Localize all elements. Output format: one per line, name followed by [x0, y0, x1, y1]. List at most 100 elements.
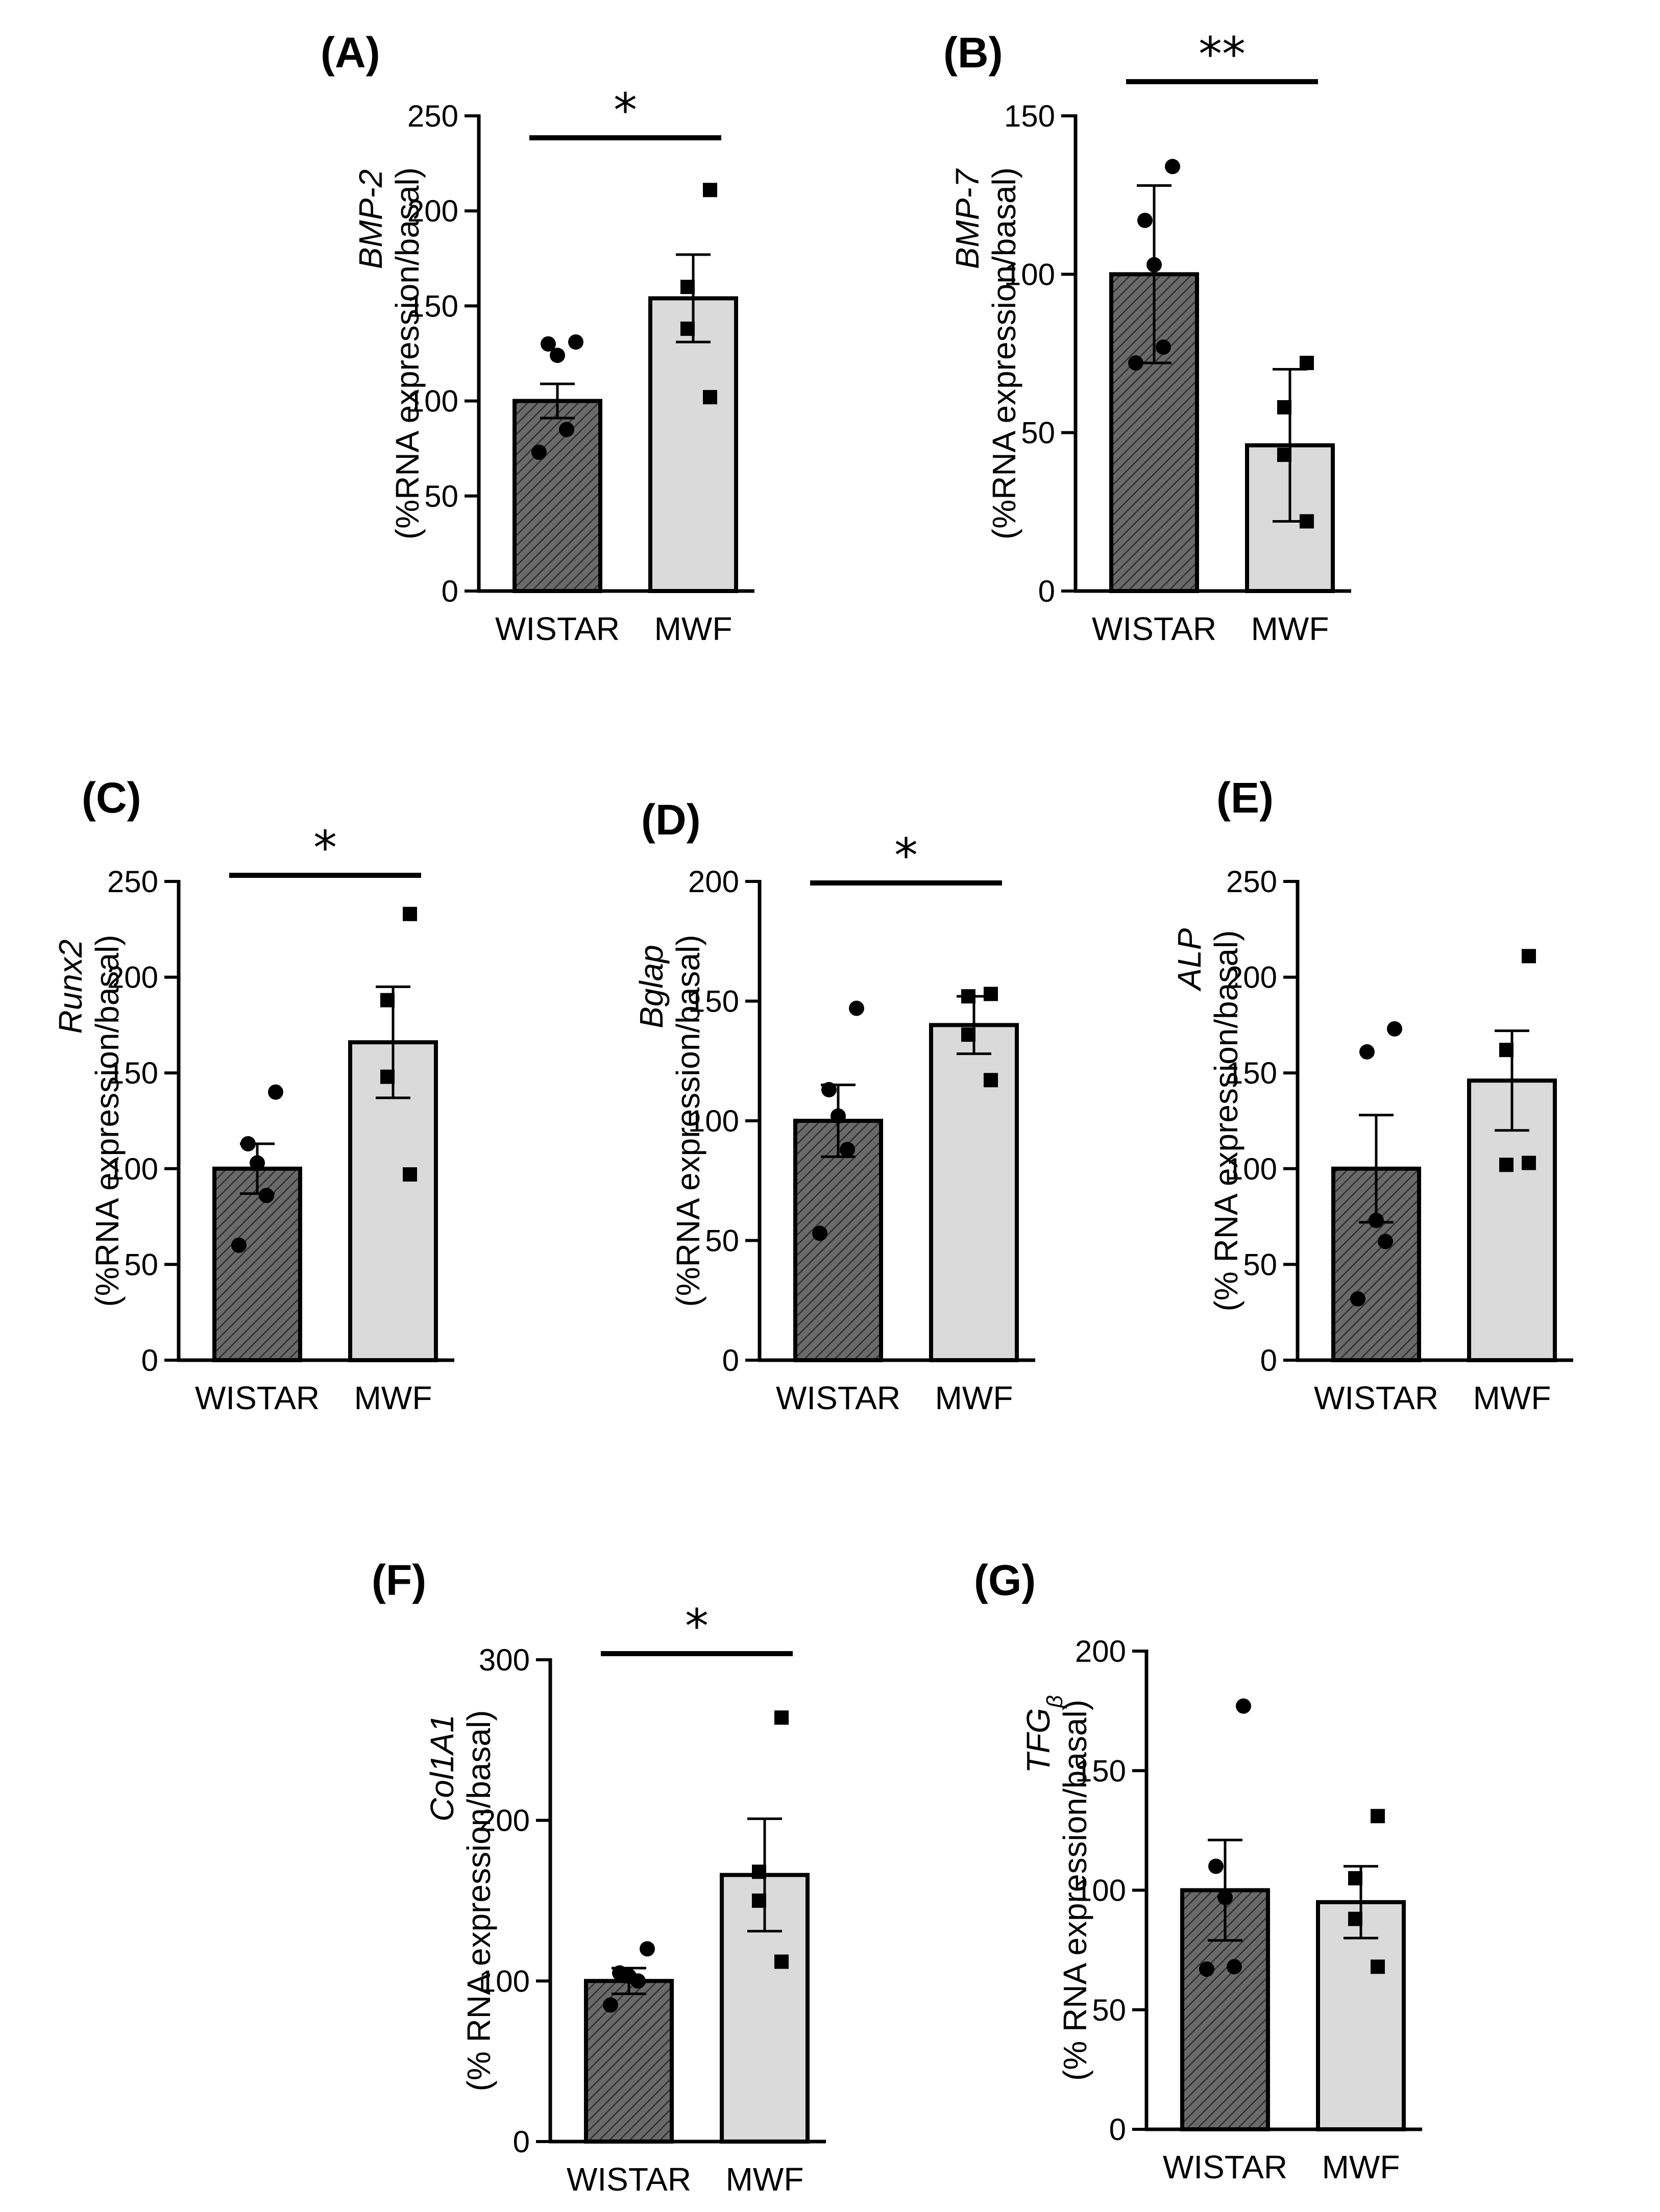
y-tick-label: 50 [1243, 1247, 1277, 1282]
y-axis-gene-label: Bglap [633, 945, 670, 1028]
category-label-wistar: WISTAR [495, 610, 620, 647]
gene-name: BMP-7 [949, 168, 986, 269]
panel-d: (D) 0 50 100 150 200 Bglap (%RNA expression/bas… [633, 796, 1035, 1416]
panel-label: (F) [372, 1556, 426, 1604]
y-axis-unit-label: (%RNA expression/basal) [89, 935, 126, 1307]
data-point-mwf [1499, 1043, 1513, 1058]
gene-name: TFG [1020, 1708, 1057, 1773]
significance-marker: ** [1199, 27, 1246, 82]
category-label-mwf: MWF [726, 2161, 804, 2198]
data-point-mwf [703, 390, 717, 405]
panel-label: (G) [974, 1556, 1036, 1604]
data-point-mwf [774, 1954, 789, 1969]
y-axis-unit-label: (%RNA expression/basal) [670, 935, 706, 1307]
category-label-mwf: MWF [1322, 2149, 1400, 2185]
panel-label: (D) [641, 796, 701, 844]
data-point-wistar [1217, 1889, 1233, 1905]
y-tick-label: 100 [107, 1152, 158, 1186]
y-tick-label: 50 [424, 479, 458, 513]
data-point-mwf [703, 183, 717, 198]
y-tick-label: 100 [688, 1104, 739, 1138]
bar-wistar [584, 1979, 674, 2144]
y-axis-gene-label: BMP-2 [352, 169, 389, 269]
data-point-wistar [1199, 1961, 1214, 1977]
data-point-wistar [630, 1973, 646, 1989]
category-label-wistar: WISTAR [1163, 2149, 1287, 2185]
y-tick-label: 0 [722, 1343, 739, 1378]
y-axis-unit-label: (% RNA expression/basal) [1208, 930, 1244, 1312]
data-point-wistar [840, 1142, 855, 1158]
y-tick-label: 100 [1004, 257, 1055, 291]
y-tick-label: 50 [124, 1247, 158, 1282]
data-point-wistar [1350, 1291, 1365, 1307]
panel-label: (E) [1216, 774, 1274, 822]
gene-name: BMP-2 [352, 169, 389, 269]
data-point-wistar [568, 334, 583, 350]
category-label-mwf: MWF [354, 1380, 432, 1416]
category-label-wistar: WISTAR [567, 2161, 691, 2198]
data-point-wistar [1208, 1858, 1224, 1874]
gene-name: ALP [1171, 928, 1208, 992]
data-point-wistar [1236, 1698, 1251, 1714]
data-point-wistar [1227, 1959, 1242, 1975]
data-point-wistar [541, 336, 556, 352]
data-point-wistar [1369, 1213, 1384, 1228]
data-point-mwf [1277, 448, 1291, 462]
data-point-wistar [1146, 257, 1162, 273]
data-point-mwf [984, 1073, 998, 1088]
data-point-mwf [1522, 949, 1536, 964]
y-tick-label: 100 [479, 1964, 530, 1998]
data-point-mwf [961, 989, 975, 1004]
panel-label: (C) [82, 774, 141, 822]
y-axis-gene-label: ALP [1171, 928, 1208, 992]
panel-label: (B) [943, 29, 1003, 77]
data-point-mwf [403, 1167, 417, 1182]
data-point-mwf [403, 906, 417, 921]
y-tick-label: 150 [1226, 1056, 1277, 1090]
bar-wistar [793, 1119, 883, 1362]
data-point-wistar [231, 1237, 247, 1253]
data-point-mwf [380, 993, 395, 1007]
bar-mwf [348, 1040, 438, 1362]
category-label-mwf: MWF [654, 610, 733, 647]
significance-marker: * [313, 821, 337, 875]
data-point-mwf [1348, 1911, 1362, 1926]
gene-name: Bglap [633, 945, 670, 1028]
data-point-wistar [1156, 339, 1171, 355]
y-tick-label: 150 [688, 985, 739, 1019]
data-point-wistar [849, 1000, 864, 1016]
y-axis-gene-label: Runx2 [52, 940, 89, 1034]
panel-label: (A) [321, 29, 380, 77]
category-label-mwf: MWF [1473, 1380, 1551, 1416]
data-point-wistar [1137, 212, 1153, 228]
y-tick-label: 250 [407, 99, 458, 133]
gene-name: Col1A1 [424, 1714, 460, 1822]
y-tick-label: 200 [107, 961, 158, 995]
bar-wistar [212, 1166, 302, 1363]
data-point-mwf [1371, 1959, 1385, 1974]
data-point-wistar [531, 445, 547, 460]
data-point-mwf [680, 322, 695, 336]
category-label-mwf: MWF [935, 1380, 1013, 1416]
gene-name: Runx2 [52, 940, 89, 1034]
data-point-wistar [250, 1155, 265, 1171]
data-point-wistar [640, 1941, 655, 1957]
data-point-wistar [1378, 1234, 1393, 1249]
y-tick-label: 0 [1260, 1343, 1277, 1378]
data-point-wistar [550, 348, 565, 363]
data-point-mwf [1371, 1809, 1385, 1824]
panel-e: (E) 0 50 100 150 200 250 ALP (% RNA expression/b… [1171, 774, 1573, 1416]
data-point-mwf [984, 987, 998, 1001]
y-tick-label: 0 [141, 1343, 158, 1378]
data-point-mwf [1277, 400, 1291, 415]
data-point-wistar [1359, 1044, 1375, 1060]
data-point-mwf [774, 1710, 789, 1725]
data-point-mwf [1522, 1156, 1536, 1170]
data-point-wistar [268, 1084, 283, 1100]
category-label-wistar: WISTAR [1314, 1380, 1438, 1416]
y-tick-label: 250 [1226, 865, 1277, 899]
y-tick-label: 200 [479, 1804, 530, 1838]
category-label-wistar: WISTAR [776, 1380, 900, 1416]
bar-mwf [929, 1023, 1019, 1362]
